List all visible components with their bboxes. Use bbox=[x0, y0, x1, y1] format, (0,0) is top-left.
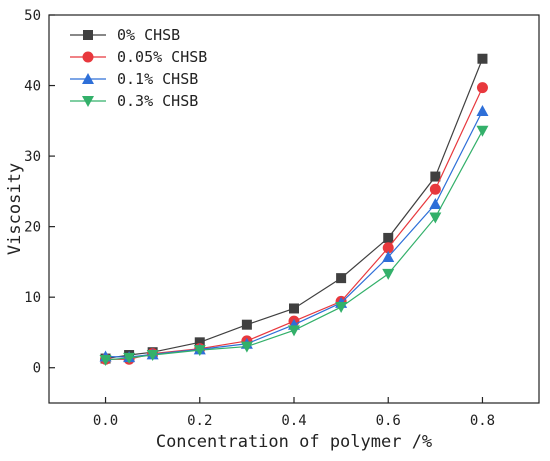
x-axis-title: Concentration of polymer /% bbox=[156, 432, 432, 452]
legend-item: 0.05% CHSB bbox=[70, 48, 207, 66]
y-tick-label: 30 bbox=[24, 149, 41, 165]
y-tick-label: 0 bbox=[33, 361, 41, 377]
chart-marks bbox=[99, 53, 489, 366]
data-point bbox=[240, 341, 253, 353]
data-point bbox=[146, 350, 159, 362]
x-tick-label: 0.2 bbox=[187, 413, 212, 429]
series-line bbox=[105, 58, 484, 360]
data-point bbox=[289, 303, 299, 314]
x-tick-label: 0.0 bbox=[93, 413, 118, 429]
data-point bbox=[477, 53, 488, 64]
y-tick-label: 40 bbox=[24, 79, 41, 95]
data-point bbox=[382, 250, 395, 262]
data-point bbox=[123, 352, 136, 364]
y-tick-label: 20 bbox=[24, 220, 41, 236]
data-point bbox=[99, 354, 112, 366]
data-point bbox=[429, 183, 441, 195]
legend-label: 0.3% CHSB bbox=[117, 92, 198, 110]
legend-label: 0% CHSB bbox=[117, 26, 180, 44]
series-line bbox=[105, 130, 483, 361]
data-point bbox=[288, 325, 300, 337]
data-point bbox=[336, 273, 347, 284]
data-point bbox=[382, 268, 395, 280]
legend-item: 0.1% CHSB bbox=[70, 70, 198, 88]
data-point bbox=[193, 345, 206, 357]
series-3 bbox=[99, 104, 489, 363]
legend-label: 0.05% CHSB bbox=[117, 48, 207, 66]
data-point bbox=[241, 319, 252, 330]
data-point bbox=[382, 242, 394, 254]
x-tick-label: 0.6 bbox=[376, 413, 401, 429]
data-point bbox=[194, 337, 205, 348]
legend: 0% CHSB 0.05% CHSB 0.1% CHSB 0.3% CHSB bbox=[70, 26, 207, 110]
data-point bbox=[476, 125, 489, 137]
legend-item: 0.3% CHSB bbox=[70, 92, 198, 110]
series-line bbox=[105, 110, 483, 358]
y-tick-label: 50 bbox=[24, 8, 41, 24]
data-point bbox=[429, 198, 442, 210]
x-tick-label: 0.4 bbox=[281, 413, 306, 429]
legend-marker bbox=[83, 30, 93, 40]
legend-item: 0% CHSB bbox=[70, 26, 180, 44]
legend-label: 0.1% CHSB bbox=[117, 70, 198, 88]
legend-marker bbox=[82, 51, 94, 63]
legend-marker bbox=[82, 73, 94, 84]
x-tick-label: 0.8 bbox=[470, 413, 495, 429]
y-axis-title: Viscosity bbox=[5, 163, 25, 255]
data-point bbox=[476, 104, 489, 116]
axis-ticks: 0.0 0.2 0.4 0.6 0.8 0 10 20 30 40 50 bbox=[24, 8, 495, 429]
data-point bbox=[476, 82, 488, 94]
data-point bbox=[430, 171, 441, 182]
data-point bbox=[429, 212, 442, 224]
legend-marker bbox=[82, 96, 94, 107]
series-4 bbox=[99, 125, 489, 366]
data-point bbox=[335, 302, 348, 314]
data-point bbox=[383, 232, 394, 243]
y-tick-label: 10 bbox=[24, 290, 41, 306]
